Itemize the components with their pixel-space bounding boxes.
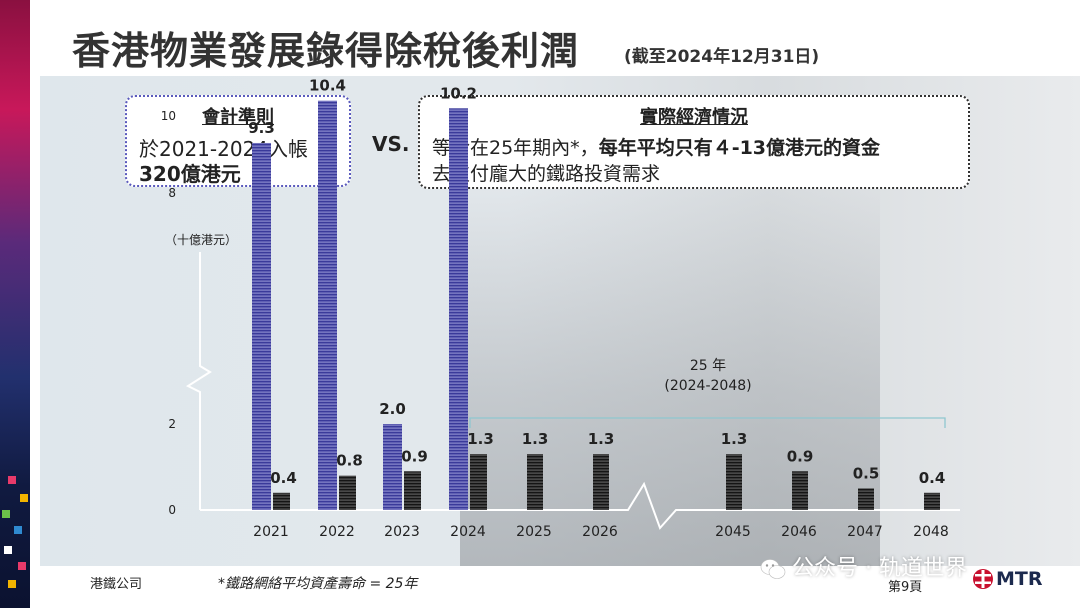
label-actual-2021: 0.4 xyxy=(270,469,297,487)
label-accounting-2021: 9.3 xyxy=(248,119,275,137)
pixel-decoration xyxy=(20,494,28,502)
mtr-logo: MTR xyxy=(972,568,1043,592)
wechat-icon xyxy=(760,559,786,579)
label-actual-2024: 1.3 xyxy=(467,430,494,448)
x-tick-label: 2026 xyxy=(582,524,618,540)
label-accounting-2023: 2.0 xyxy=(379,400,406,418)
label-accounting-2022: 10.4 xyxy=(309,77,346,95)
decorative-strip xyxy=(0,0,30,608)
page-subtitle: (截至2024年12月31日) xyxy=(624,47,820,67)
x-tick-label: 2047 xyxy=(847,524,883,540)
bar-actual-2025 xyxy=(527,454,543,510)
actual-economy-box: 實際經濟情況 等於在25年期內*，每年平均只有４-13億港元的資金 去支付龐大的… xyxy=(418,95,970,189)
label-accounting-2024: 10.2 xyxy=(440,84,477,102)
period-bracket xyxy=(469,417,946,428)
bracket-label-years: 25 年 xyxy=(690,358,726,374)
bar-actual-2046 xyxy=(792,471,808,510)
pixel-decoration xyxy=(2,510,10,518)
label-actual-2047: 0.5 xyxy=(853,465,880,483)
accounting-heading: 會計準則 xyxy=(202,107,274,128)
watermark: 公众号 · 轨道世界 xyxy=(760,550,967,582)
pixel-decoration xyxy=(14,526,22,534)
x-tick-label: 2045 xyxy=(715,524,751,540)
mtr-logo-text: MTR xyxy=(996,568,1043,590)
x-tick-label: 2024 xyxy=(450,524,486,540)
x-tick-label: 2048 xyxy=(913,524,949,540)
pixel-decoration xyxy=(18,562,26,570)
bar-accounting-2021 xyxy=(252,142,271,510)
actual-line2: 去支付龐大的鐵路投資需求 xyxy=(432,163,661,185)
actual-heading: 實際經濟情況 xyxy=(640,107,748,128)
footer-company: 港鐵公司 xyxy=(90,577,143,592)
label-actual-2048: 0.4 xyxy=(919,469,946,487)
pixel-decoration xyxy=(8,580,16,588)
y-axis-line xyxy=(185,252,212,510)
actual-line1-bold: 每年平均只有４-13億港元的資金 xyxy=(598,137,881,159)
x-tick-label: 2023 xyxy=(384,524,420,540)
accounting-line1: 於2021-2024入帳 xyxy=(139,137,309,161)
x-tick-label: 2021 xyxy=(253,524,289,540)
y-tick-label: 2 xyxy=(168,417,176,431)
x-tick-label: 2046 xyxy=(781,524,817,540)
accounting-standard-box: 會計準則 於2021-2024入帳 320億港元 xyxy=(125,95,351,187)
x-tick-label: 2022 xyxy=(319,524,355,540)
bracket-label-range: (2024-2048) xyxy=(664,378,751,394)
bar-accounting-2022 xyxy=(318,100,337,510)
accounting-line2: 320億港元 xyxy=(139,162,241,186)
label-actual-2022: 0.8 xyxy=(336,452,363,470)
watermark-text: 公众号 · 轨道世界 xyxy=(792,556,967,581)
page-title: 香港物業發展錄得除稅後利潤 xyxy=(72,29,580,73)
bar-actual-2021 xyxy=(273,492,290,510)
bar-actual-2022 xyxy=(339,475,356,510)
bar-accounting-2024 xyxy=(449,108,468,511)
page-number: 第9頁 xyxy=(888,580,923,595)
label-actual-2046: 0.9 xyxy=(787,447,814,465)
label-actual-2025: 1.3 xyxy=(522,430,549,448)
y-tick-label: 8 xyxy=(168,186,176,200)
footer-note: *鐵路網絡平均資產壽命 = 25年 xyxy=(218,576,418,592)
label-actual-2026: 1.3 xyxy=(588,430,615,448)
pixel-decoration xyxy=(4,546,12,554)
bar-actual-2023 xyxy=(404,471,421,510)
bar-actual-2045 xyxy=(726,454,742,510)
bar-actual-2024 xyxy=(470,454,487,510)
vs-label: VS. xyxy=(372,132,410,156)
bar-actual-2047 xyxy=(858,488,874,510)
bar-actual-2026 xyxy=(593,454,609,510)
label-actual-2045: 1.3 xyxy=(721,430,748,448)
x-axis-line xyxy=(200,481,960,530)
mtr-logo-icon xyxy=(973,569,993,589)
bar-actual-2048 xyxy=(924,492,940,510)
actual-line1-prefix: 等於在25年期內*， xyxy=(432,137,599,159)
y-tick-label: 10 xyxy=(161,109,176,123)
pixel-decoration xyxy=(8,476,16,484)
label-actual-2023: 0.9 xyxy=(401,447,428,465)
x-tick-label: 2025 xyxy=(516,524,552,540)
y-axis-unit: （十億港元） xyxy=(165,233,237,247)
bar-accounting-2023 xyxy=(383,424,402,510)
y-tick-label: 0 xyxy=(168,503,176,517)
